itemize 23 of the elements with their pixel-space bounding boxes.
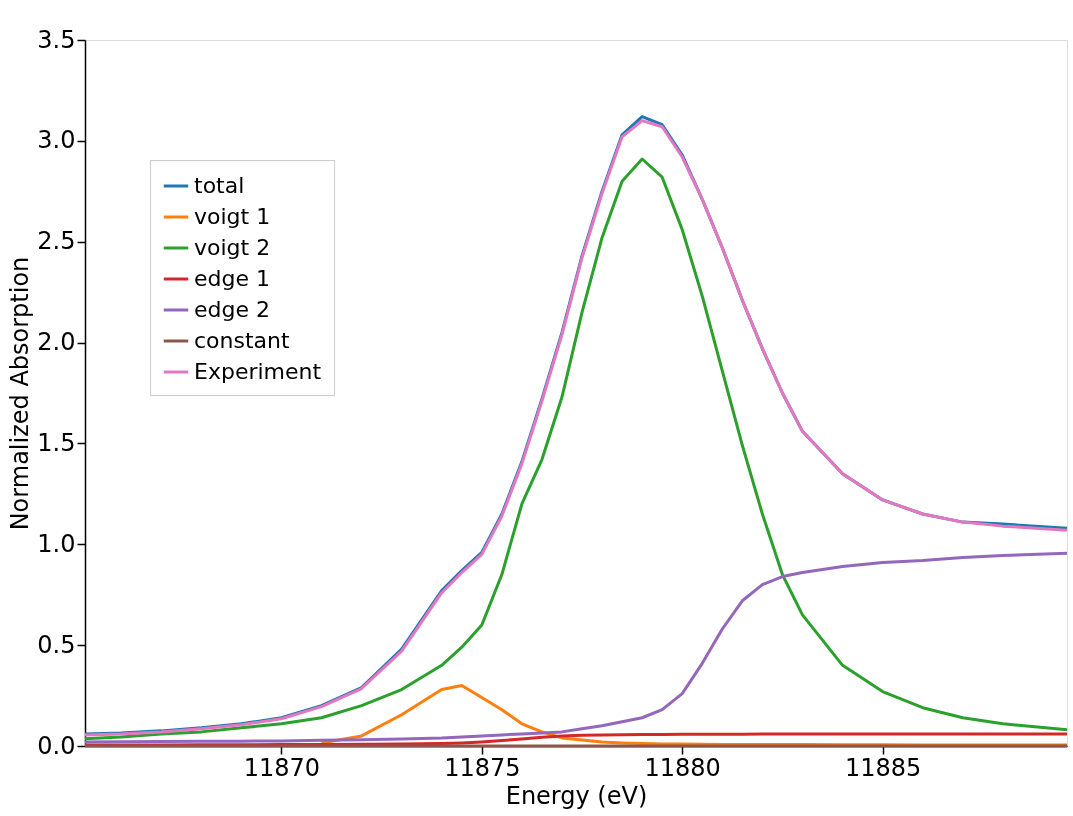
- legend-label: voigt 2: [194, 235, 271, 260]
- legend-label: Experiment: [194, 359, 322, 384]
- legend-label: voigt 1: [194, 204, 271, 229]
- x-tick-label: 11870: [243, 753, 321, 782]
- y-axis-title: Normalized Absorption: [6, 256, 35, 531]
- y-tick-label: 3.5: [37, 25, 76, 54]
- y-tick-label: 2.0: [37, 328, 76, 357]
- line-series: [319, 683, 1069, 747]
- y-tick-label: 1.5: [37, 428, 76, 457]
- y-tick-label: 1.0: [37, 529, 76, 558]
- legend-label: constant: [194, 328, 291, 353]
- legend-label: total: [194, 173, 245, 198]
- y-tick-label: 3.0: [37, 126, 76, 155]
- x-tick-label: 11885: [844, 753, 922, 782]
- y-tick-label: 0.0: [37, 731, 76, 760]
- x-axis-title: Energy (eV): [505, 781, 648, 810]
- y-tick-label: 0.5: [37, 630, 76, 659]
- line-series: [83, 551, 1069, 744]
- legend-label: edge 1: [194, 266, 270, 291]
- x-tick-label: 11875: [444, 753, 521, 782]
- legend-label: edge 2: [194, 297, 270, 322]
- x-tick-label: 11880: [644, 753, 721, 782]
- y-tick-label: 2.5: [37, 227, 76, 256]
